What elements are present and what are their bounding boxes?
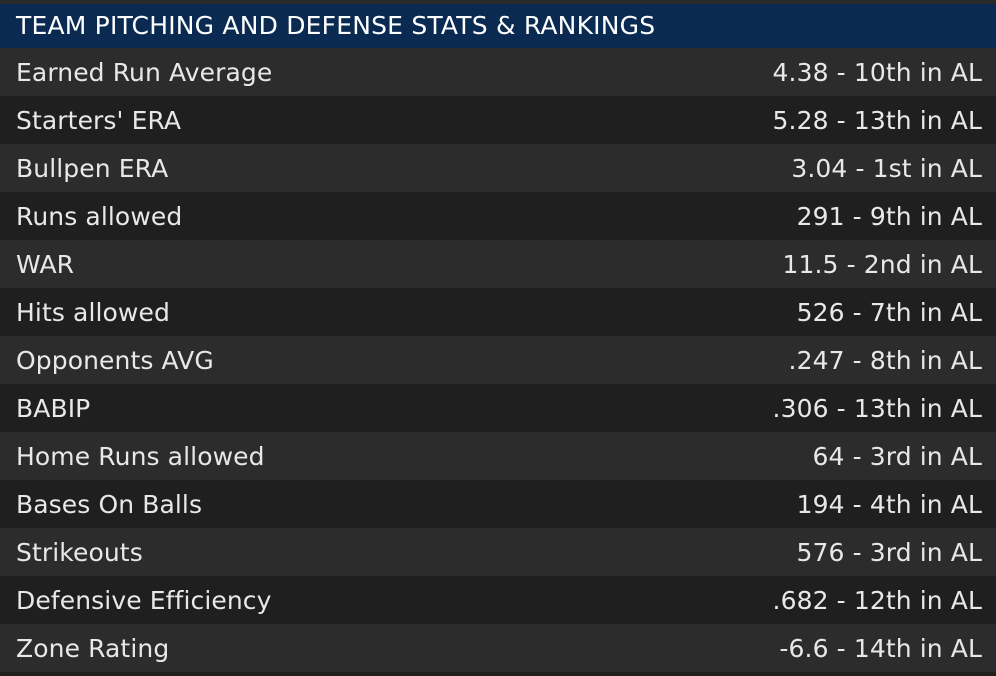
stat-row-bullpen-era: Bullpen ERA 3.04 - 1st in AL (0, 144, 996, 192)
stat-row-bases-on-balls: Bases On Balls 194 - 4th in AL (0, 480, 996, 528)
stat-label: Strikeouts (16, 537, 143, 567)
stat-row-zone-rating: Zone Rating -6.6 - 14th in AL (0, 624, 996, 672)
stats-list: Earned Run Average 4.38 - 10th in AL Sta… (0, 48, 996, 672)
panel-header: TEAM PITCHING AND DEFENSE STATS & RANKIN… (0, 4, 996, 48)
stat-row-opponents-avg: Opponents AVG .247 - 8th in AL (0, 336, 996, 384)
stat-row-babip: BABIP .306 - 13th in AL (0, 384, 996, 432)
stat-value: 3.04 - 1st in AL (791, 153, 982, 183)
stat-value: 576 - 3rd in AL (796, 537, 982, 567)
stat-value: 291 - 9th in AL (796, 201, 982, 231)
stat-value: .306 - 13th in AL (772, 393, 982, 423)
stat-row-hits-allowed: Hits allowed 526 - 7th in AL (0, 288, 996, 336)
stat-label: Defensive Efficiency (16, 585, 272, 615)
stat-value: .247 - 8th in AL (788, 345, 982, 375)
stat-label: Bullpen ERA (16, 153, 169, 183)
top-strip (0, 0, 996, 4)
stat-value: 5.28 - 13th in AL (772, 105, 982, 135)
stat-row-strikeouts: Strikeouts 576 - 3rd in AL (0, 528, 996, 576)
stat-row-earned-run-average: Earned Run Average 4.38 - 10th in AL (0, 48, 996, 96)
stat-label: Earned Run Average (16, 57, 273, 87)
stat-label: Zone Rating (16, 633, 170, 663)
stat-value: 64 - 3rd in AL (812, 441, 982, 471)
stat-label: BABIP (16, 393, 91, 423)
stat-label: Hits allowed (16, 297, 170, 327)
stat-row-defensive-efficiency: Defensive Efficiency .682 - 12th in AL (0, 576, 996, 624)
stat-label: WAR (16, 249, 75, 279)
stat-row-war: WAR 11.5 - 2nd in AL (0, 240, 996, 288)
stat-label: Starters' ERA (16, 105, 182, 135)
stat-value: 194 - 4th in AL (796, 489, 982, 519)
stat-label: Opponents AVG (16, 345, 214, 375)
stat-value: 526 - 7th in AL (796, 297, 982, 327)
stat-row-starters-era: Starters' ERA 5.28 - 13th in AL (0, 96, 996, 144)
stat-row-runs-allowed: Runs allowed 291 - 9th in AL (0, 192, 996, 240)
stat-label: Bases On Balls (16, 489, 203, 519)
stat-row-home-runs-allowed: Home Runs allowed 64 - 3rd in AL (0, 432, 996, 480)
stat-label: Runs allowed (16, 201, 183, 231)
panel-title: TEAM PITCHING AND DEFENSE STATS & RANKIN… (16, 11, 656, 40)
stat-value: .682 - 12th in AL (772, 585, 982, 615)
stat-value: -6.6 - 14th in AL (779, 633, 982, 663)
stat-value: 11.5 - 2nd in AL (782, 249, 982, 279)
stat-label: Home Runs allowed (16, 441, 265, 471)
stat-value: 4.38 - 10th in AL (772, 57, 982, 87)
